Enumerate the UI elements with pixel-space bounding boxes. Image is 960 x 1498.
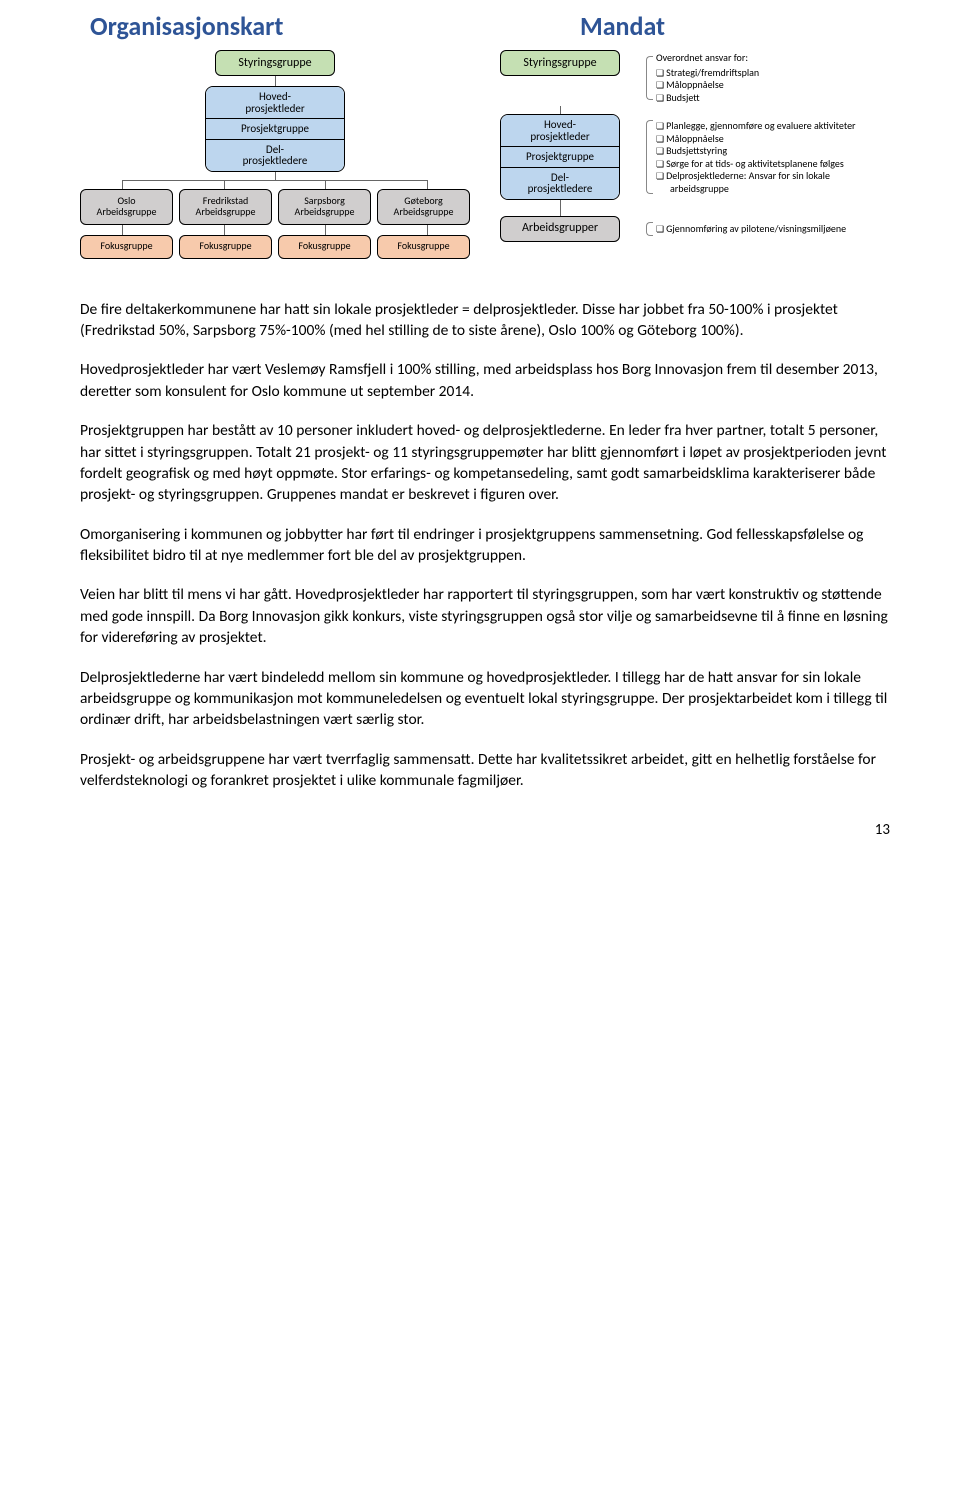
mandat-column: Mandat Styringsgruppe Overordnet ansvar … bbox=[500, 10, 890, 259]
paragraph-2: Prosjektgruppen har bestått av 10 person… bbox=[80, 420, 890, 506]
org-focus-1: Fokusgruppe bbox=[179, 235, 272, 259]
connector bbox=[325, 225, 326, 235]
paragraph-6: Prosjekt- og arbeidsgruppene har vært tv… bbox=[80, 749, 890, 792]
mandat-desc-1: Planlegge, gjennomføre og evaluere aktiv… bbox=[650, 114, 890, 200]
connector bbox=[224, 181, 225, 189]
mandat-box-0: Styringsgruppe bbox=[500, 50, 620, 76]
mandat-area: Styringsgruppe Overordnet ansvar for: St… bbox=[500, 50, 890, 242]
connector-row bbox=[122, 181, 428, 189]
connector bbox=[427, 225, 428, 235]
mandat-desc-1-item: Planlegge, gjennomføre og evaluere aktiv… bbox=[670, 120, 890, 133]
mandat-desc-2: Gjennomføring av pilotene/visningsmiljøe… bbox=[650, 216, 890, 242]
org-chart-column: Organisasjonskart Styringsgruppe Hoved-p… bbox=[80, 10, 470, 259]
connector bbox=[224, 225, 225, 235]
org-chart-title: Organisasjonskart bbox=[90, 10, 470, 42]
org-focus-3: Fokusgruppe bbox=[377, 235, 470, 259]
mandat-mid-group: Hoved-prosjektleder Prosjektgruppe Del-p… bbox=[500, 114, 620, 200]
paragraph-3: Omorganisering i kommunen og jobbytter h… bbox=[80, 524, 890, 567]
connector-row bbox=[122, 225, 428, 235]
spacer bbox=[650, 106, 890, 114]
org-leaf-0: OsloArbeidsgruppe bbox=[80, 189, 173, 225]
org-mid-seg-2: Del-prosjektledere bbox=[206, 140, 344, 171]
connector bbox=[275, 172, 276, 180]
connector bbox=[427, 181, 428, 189]
org-mid-seg-0: Hoved-prosjektleder bbox=[206, 87, 344, 119]
connector bbox=[325, 181, 326, 189]
mandat-desc-2-item: Gjennomføring av pilotene/visningsmiljøe… bbox=[670, 223, 890, 236]
connector bbox=[122, 225, 123, 235]
mandat-desc-2-list: Gjennomføring av pilotene/visningsmiljøe… bbox=[656, 223, 890, 236]
org-focus-0: Fokusgruppe bbox=[80, 235, 173, 259]
org-chart-area: Styringsgruppe Hoved-prosjektleder Prosj… bbox=[80, 50, 470, 259]
spacer bbox=[500, 200, 640, 216]
page-number: 13 bbox=[80, 821, 890, 839]
mandat-row-2-box: Arbeidsgrupper bbox=[500, 216, 640, 242]
connector bbox=[275, 76, 276, 86]
org-leaf-3: GøteborgArbeidsgruppe bbox=[377, 189, 470, 225]
org-focus-2: Fokusgruppe bbox=[278, 235, 371, 259]
mandat-mid-seg-0: Hoved-prosjektleder bbox=[501, 115, 619, 147]
paragraph-1: Hovedprosjektleder har vært Veslemøy Ram… bbox=[80, 359, 890, 402]
paragraph-4: Veien har blitt til mens vi har gått. Ho… bbox=[80, 584, 890, 648]
org-mid-group: Hoved-prosjektleder Prosjektgruppe Del-p… bbox=[205, 86, 345, 172]
org-focus-row: Fokusgruppe Fokusgruppe Fokusgruppe Foku… bbox=[80, 235, 470, 259]
mandat-row-0-box: Styringsgruppe bbox=[500, 50, 640, 106]
org-leaf-1: FredrikstadArbeidsgruppe bbox=[179, 189, 272, 225]
mandat-desc-0-item: Måloppnåelse bbox=[670, 79, 890, 92]
mandat-desc-1-item: Delprosjektlederne: Ansvar for sin lokal… bbox=[670, 170, 890, 195]
mandat-mid-seg-1: Prosjektgruppe bbox=[501, 147, 619, 168]
spacer bbox=[650, 200, 890, 216]
diagram-row: Organisasjonskart Styringsgruppe Hoved-p… bbox=[80, 10, 890, 259]
org-leaf-row: OsloArbeidsgruppe FredrikstadArbeidsgrup… bbox=[80, 189, 470, 225]
mandat-title: Mandat bbox=[580, 10, 890, 42]
connector bbox=[560, 106, 561, 114]
spacer bbox=[500, 106, 640, 114]
connector bbox=[560, 200, 561, 216]
mandat-desc-0-list: Strategi/fremdriftsplan Måloppnåelse Bud… bbox=[656, 67, 890, 105]
mandat-desc-1-list: Planlegge, gjennomføre og evaluere aktiv… bbox=[656, 120, 890, 195]
org-leaf-2: SarpsborgArbeidsgruppe bbox=[278, 189, 371, 225]
org-mid-seg-1: Prosjektgruppe bbox=[206, 119, 344, 140]
mandat-mid-seg-2: Del-prosjektledere bbox=[501, 168, 619, 199]
mandat-desc-0-item: Budsjett bbox=[670, 92, 890, 105]
mandat-row-1-box: Hoved-prosjektleder Prosjektgruppe Del-p… bbox=[500, 114, 640, 200]
mandat-desc-1-item: Budsjettstyring bbox=[670, 145, 890, 158]
mandat-desc-0: Overordnet ansvar for: Strategi/fremdrif… bbox=[650, 50, 890, 106]
mandat-desc-0-heading: Overordnet ansvar for: bbox=[656, 52, 890, 65]
org-root-box: Styringsgruppe bbox=[215, 50, 335, 76]
paragraph-5: Delprosjektlederne har vært bindeledd me… bbox=[80, 667, 890, 731]
connector bbox=[122, 181, 123, 189]
paragraph-0: De fire deltakerkommunene har hatt sin l… bbox=[80, 299, 890, 342]
mandat-box-2: Arbeidsgrupper bbox=[500, 216, 620, 242]
